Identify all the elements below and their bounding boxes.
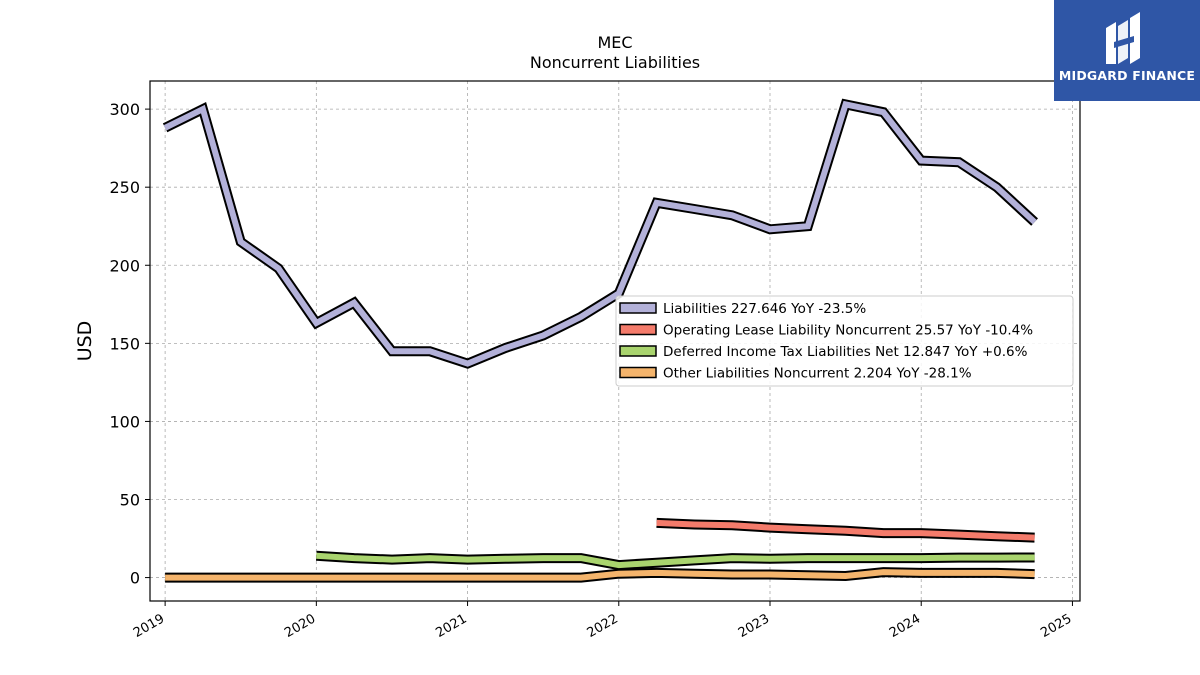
y-tick-label: 50 (120, 490, 140, 509)
y-tick-label: 250 (109, 178, 140, 197)
x-tick-label: 2022 (585, 611, 621, 641)
series-line (165, 569, 1035, 581)
series-lines (162, 98, 1038, 583)
legend-swatch (619, 323, 657, 336)
y-axis-label: USD (74, 321, 96, 362)
brand-name: MIDGARD FINANCE (1058, 68, 1196, 83)
legend-box (615, 295, 1074, 387)
legend: Liabilities 227.646 YoY -23.5% Operating … (615, 295, 1074, 387)
legend-entry: Other Liabilities Noncurrent 2.204 YoY -… (663, 366, 972, 382)
legend-entry: Deferred Income Tax Liabilities Net 12.8… (663, 344, 1028, 360)
x-tick-label: 2020 (282, 611, 318, 641)
y-tick-label: 0 (130, 569, 140, 588)
legend-swatch (619, 366, 657, 379)
series-line (163, 100, 1037, 367)
x-tick-label: 2021 (433, 611, 469, 641)
axis-ticks: 0 50 100 150 200 250 300 2019 2020 2021 2022 2023 20… (109, 100, 1074, 641)
chart-subtitle: Noncurrent Liabilities (530, 53, 700, 72)
series-line (316, 552, 1035, 569)
x-tick-label: 2019 (131, 611, 167, 641)
legend-entry: Operating Lease Liability Noncurrent 25.… (663, 323, 1033, 339)
y-tick-label: 150 (109, 334, 140, 353)
y-tick-label: 100 (109, 412, 140, 431)
y-tick-label: 300 (109, 100, 140, 119)
y-tick-label: 200 (109, 256, 140, 275)
chart-title: MEC (597, 33, 632, 52)
x-tick-label: 2024 (887, 611, 923, 641)
legend-swatch (619, 302, 657, 314)
brand-logo: MIDGARD FINANCE (1054, 0, 1200, 101)
brand-mark-icon (1106, 12, 1140, 64)
series-line (656, 519, 1035, 541)
plot-frame (149, 80, 1081, 602)
legend-swatch (619, 345, 657, 357)
x-tick-label: 2025 (1038, 611, 1074, 641)
legend-entry: Liabilities 227.646 YoY -23.5% (663, 301, 866, 317)
x-tick-label: 2023 (736, 611, 772, 641)
